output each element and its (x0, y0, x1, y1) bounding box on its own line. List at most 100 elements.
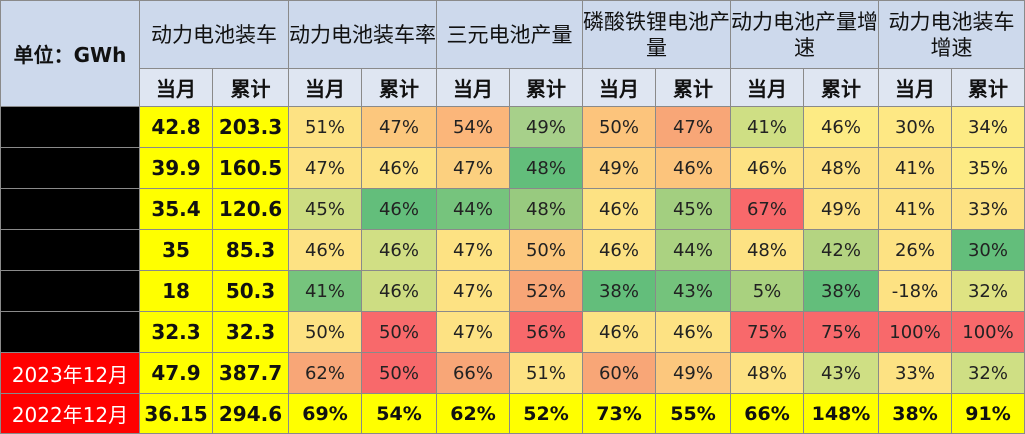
install-monthly-value: 36.15 (139, 393, 213, 434)
table-row: 42.8 203.3 51% 47% 54% 49% 50% 47% 41% 46% 30% 34% (0, 106, 1025, 148)
percent-cell: 46% (582, 229, 656, 271)
percent-cell: 35% (951, 147, 1025, 189)
percent-cell: 50% (361, 352, 437, 394)
percent-cell: 148% (803, 393, 879, 434)
percent-cell: 48% (730, 229, 804, 271)
percent-cell: 100% (878, 311, 952, 353)
percent-cell: 47% (655, 106, 731, 148)
percent-cell: 100% (951, 311, 1025, 353)
percent-cell: 54% (436, 106, 510, 148)
percent-cell: 32% (951, 352, 1025, 394)
table-row: 18 50.3 41% 46% 47% 52% 38% 43% 5% 38% -18% 32% (0, 270, 1025, 312)
percent-cell: 46% (582, 311, 656, 353)
percent-cell: 49% (509, 106, 583, 148)
install-monthly-value: 35.4 (139, 188, 213, 230)
unit-label: 单位：GWh (0, 0, 140, 107)
percent-cell: 30% (951, 229, 1025, 271)
percent-cell: 75% (803, 311, 879, 353)
table-row: 32.3 32.3 50% 50% 47% 56% 46% 46% 75% 75% 100% 100% (0, 311, 1025, 353)
percent-cell: 73% (582, 393, 656, 434)
percent-cell: 41% (878, 147, 952, 189)
percent-cell: 48% (509, 188, 583, 230)
sub-header-monthly: 当月 (139, 68, 213, 107)
row-label (0, 229, 140, 271)
group-header-install-rate: 动力电池装车率 (288, 0, 437, 69)
percent-cell: 48% (803, 147, 879, 189)
install-monthly-value: 39.9 (139, 147, 213, 189)
percent-cell: 46% (582, 188, 656, 230)
percent-cell: 56% (509, 311, 583, 353)
percent-cell: 41% (730, 106, 804, 148)
table-row: 39.9 160.5 47% 46% 47% 48% 49% 46% 46% 48% 41% 35% (0, 147, 1025, 189)
percent-cell: 46% (361, 229, 437, 271)
percent-cell: 55% (655, 393, 731, 434)
percent-cell: 48% (730, 352, 804, 394)
group-header-ternary-output: 三元电池产量 (436, 0, 583, 69)
percent-cell: 48% (509, 147, 583, 189)
percent-cell: 46% (288, 229, 362, 271)
install-cumulative-value: 387.7 (212, 352, 289, 394)
install-monthly-value: 35 (139, 229, 213, 271)
row-label (0, 270, 140, 312)
percent-cell: 46% (361, 188, 437, 230)
row-label: 2023年12月 (0, 352, 140, 394)
row-label (0, 147, 140, 189)
percent-cell: 34% (951, 106, 1025, 148)
percent-cell: 50% (361, 311, 437, 353)
percent-cell: 33% (951, 188, 1025, 230)
percent-cell: 43% (803, 352, 879, 394)
percent-cell: 67% (730, 188, 804, 230)
install-monthly-value: 32.3 (139, 311, 213, 353)
percent-cell: 69% (288, 393, 362, 434)
install-cumulative-value: 85.3 (212, 229, 289, 271)
sub-header-cumulative: 累计 (361, 68, 437, 107)
percent-cell: 43% (655, 270, 731, 312)
percent-cell: 45% (288, 188, 362, 230)
install-monthly-value: 42.8 (139, 106, 213, 148)
sub-header-cumulative: 累计 (212, 68, 289, 107)
percent-cell: 51% (509, 352, 583, 394)
percent-cell: 66% (730, 393, 804, 434)
percent-cell: 52% (509, 393, 583, 434)
group-header-lfp-output: 磷酸铁锂电池产量 (582, 0, 731, 69)
percent-cell: 49% (655, 352, 731, 394)
percent-cell: 62% (288, 352, 362, 394)
percent-cell: 91% (951, 393, 1025, 434)
percent-cell: 32% (951, 270, 1025, 312)
percent-cell: 46% (361, 270, 437, 312)
percent-cell: 62% (436, 393, 510, 434)
percent-cell: 41% (878, 188, 952, 230)
row-label (0, 106, 140, 148)
percent-cell: 46% (803, 106, 879, 148)
percent-cell: 50% (582, 106, 656, 148)
percent-cell: 47% (436, 147, 510, 189)
percent-cell: 49% (803, 188, 879, 230)
table-row: 35.4 120.6 45% 46% 44% 48% 46% 45% 67% 49% 41% 33% (0, 188, 1025, 230)
percent-cell: 47% (436, 270, 510, 312)
group-header-output-growth: 动力电池产量增速 (730, 0, 879, 69)
percent-cell: 51% (288, 106, 362, 148)
install-cumulative-value: 120.6 (212, 188, 289, 230)
percent-cell: 30% (878, 106, 952, 148)
sub-header-cumulative: 累计 (509, 68, 583, 107)
percent-cell: 50% (288, 311, 362, 353)
sub-header-cumulative: 累计 (803, 68, 879, 107)
row-label (0, 311, 140, 353)
sub-header-monthly: 当月 (878, 68, 952, 107)
percent-cell: 47% (361, 106, 437, 148)
percent-cell: 42% (803, 229, 879, 271)
percent-cell: 45% (655, 188, 731, 230)
percent-cell: 47% (436, 229, 510, 271)
table-row: 2022年12月 36.15 294.6 69% 54% 62% 52% 73% 55% 66% 1… (0, 393, 1025, 434)
percent-cell: 41% (288, 270, 362, 312)
install-cumulative-value: 203.3 (212, 106, 289, 148)
percent-cell: 38% (803, 270, 879, 312)
header-row-sub: 当月 累计 当月 累计 当月 累计 当月 累计 当月 累计 当月 累计 (1, 68, 1025, 107)
percent-cell: -18% (878, 270, 952, 312)
install-monthly-value: 47.9 (139, 352, 213, 394)
header-row-groups: 单位：GWh 动力电池装车 动力电池装车率 三元电池产量 磷酸铁锂电池产量 动力… (0, 0, 1025, 107)
percent-cell: 47% (288, 147, 362, 189)
row-label (0, 188, 140, 230)
percent-cell: 46% (730, 147, 804, 189)
